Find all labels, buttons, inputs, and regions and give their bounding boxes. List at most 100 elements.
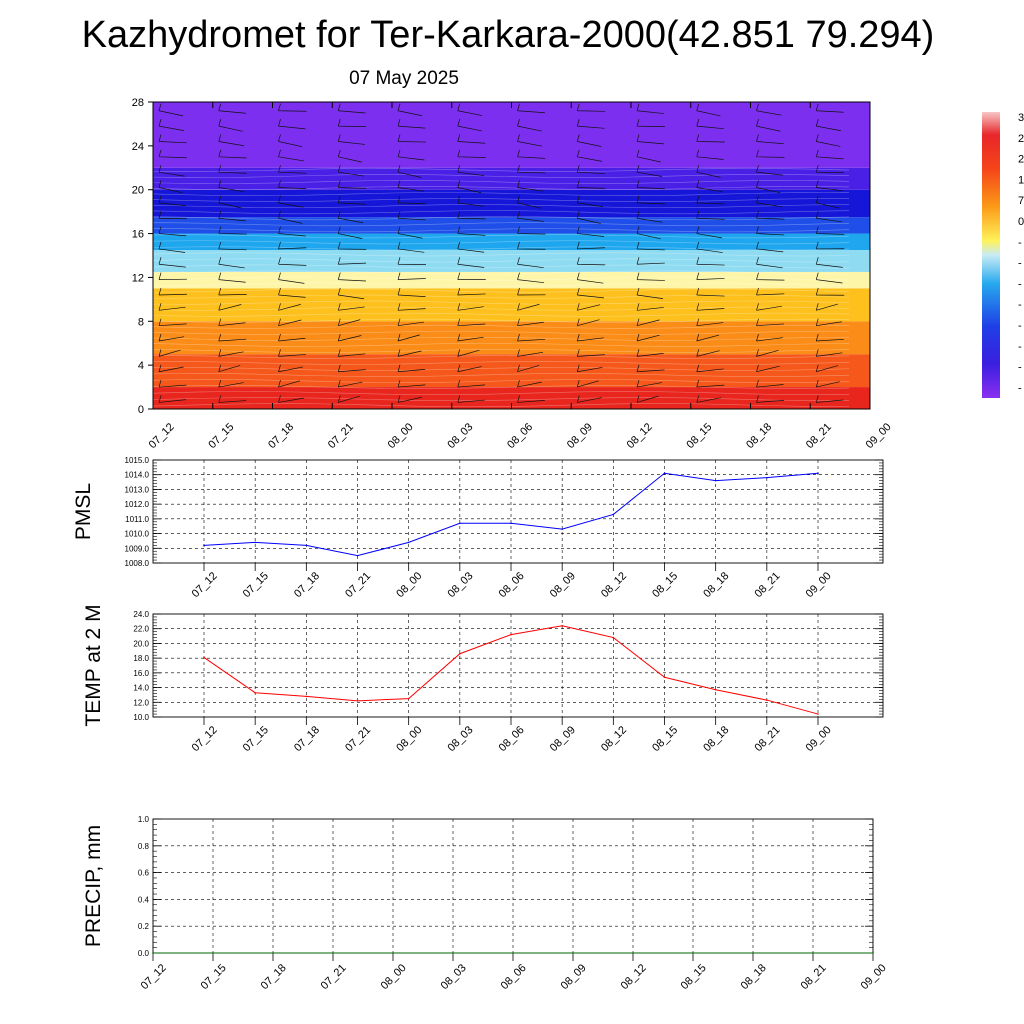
data-point xyxy=(663,676,666,679)
heatmap-band xyxy=(153,233,870,251)
colorbar-label: 7 xyxy=(1018,195,1024,207)
colorbar-label: 0 xyxy=(1018,216,1024,228)
wind-barb xyxy=(337,333,362,342)
data-point xyxy=(510,522,512,525)
y-tick-label: 16 xyxy=(132,229,144,241)
wind-barb xyxy=(278,364,304,373)
wind-barb xyxy=(756,211,785,220)
x-tick-label: 08_09 xyxy=(565,421,595,451)
wind-barb xyxy=(517,333,546,342)
wind-barb xyxy=(397,349,422,357)
wind-barb xyxy=(218,395,247,403)
x-tick-label: 08_00 xyxy=(386,421,416,451)
data-point xyxy=(510,633,512,636)
wind-barb xyxy=(576,241,606,250)
wind-barb xyxy=(278,395,304,403)
wind-barb xyxy=(397,241,425,253)
wind-barb xyxy=(815,349,843,357)
x-tick-label: 07_15 xyxy=(241,724,271,754)
wind-barb xyxy=(517,241,546,250)
wind-barb xyxy=(576,395,602,403)
contour-line xyxy=(153,397,850,402)
y-tick-label: 1.0 xyxy=(138,815,150,824)
wind-barb xyxy=(756,134,784,145)
wind-barb xyxy=(696,272,725,280)
wind-barb xyxy=(696,195,725,205)
wind-barb xyxy=(876,273,902,283)
y-tick-label: 1010.0 xyxy=(125,530,150,539)
wind-barb xyxy=(756,226,785,236)
wind-barb xyxy=(517,211,545,222)
data-point xyxy=(203,544,205,547)
wind-barb xyxy=(517,257,544,269)
wind-barb xyxy=(457,165,485,176)
wind-barb xyxy=(457,134,486,144)
wind-barb xyxy=(876,319,898,326)
wind-barb xyxy=(517,287,546,296)
colorbar-label: - xyxy=(1018,237,1022,249)
x-tick-label: 08_15 xyxy=(650,570,680,600)
heatmap-band xyxy=(153,288,870,322)
wind-barb xyxy=(337,318,361,327)
x-tick-label: 07_21 xyxy=(343,570,373,600)
contour-line xyxy=(153,204,850,209)
contour-line xyxy=(153,403,850,408)
wind-barb xyxy=(756,395,784,403)
contour-line xyxy=(153,228,850,233)
contour-line xyxy=(153,300,850,305)
x-tick-label: 08_18 xyxy=(744,421,774,451)
wind-barb xyxy=(876,165,904,174)
wind-barb xyxy=(815,287,845,296)
colorbar-label: 1 xyxy=(1018,174,1024,186)
data-point xyxy=(152,952,154,954)
wind-barb xyxy=(397,318,425,327)
data-point xyxy=(766,699,768,701)
x-tick-label: 07_12 xyxy=(190,570,220,600)
wind-barb xyxy=(876,227,902,237)
contour-line xyxy=(153,186,850,190)
wind-barb xyxy=(696,257,725,266)
wind-barb xyxy=(876,349,904,356)
wind-barb xyxy=(218,318,246,327)
wind-barb xyxy=(337,303,365,311)
wind-barb xyxy=(397,303,426,311)
contour-line xyxy=(153,210,850,215)
wind-barb xyxy=(756,364,780,373)
wind-barb xyxy=(337,165,365,177)
wind-barb xyxy=(218,303,242,311)
wind-barb xyxy=(158,180,183,194)
wind-barb xyxy=(337,180,367,189)
wind-barb xyxy=(756,119,781,132)
contour-line xyxy=(153,258,850,263)
wind-barb xyxy=(756,149,785,158)
wind-barb xyxy=(517,134,543,147)
wind-barb xyxy=(636,180,665,190)
wind-barb xyxy=(815,318,842,327)
wind-barb xyxy=(576,303,601,311)
wind-barb xyxy=(278,134,303,148)
wind-barb xyxy=(158,241,186,253)
wind-barb xyxy=(397,287,426,297)
contour-line xyxy=(153,192,850,196)
y-tick-label: 1009.0 xyxy=(125,544,150,553)
wind-barb xyxy=(337,395,360,403)
wind-barb xyxy=(457,364,482,373)
wind-barb xyxy=(815,119,842,132)
wind-barb xyxy=(218,241,247,251)
y-tick-label: 28 xyxy=(132,97,144,109)
x-tick-label: 08_21 xyxy=(804,421,834,451)
y-tick-label: 24 xyxy=(132,141,144,153)
wind-barb xyxy=(397,149,425,161)
colorbar-label: - xyxy=(1018,320,1022,332)
colorbar-label: - xyxy=(1018,341,1022,353)
y-axis-label: PMSL xyxy=(72,483,95,540)
x-tick-label: 07_18 xyxy=(292,570,322,600)
wind-barb xyxy=(696,134,725,143)
wind-barb xyxy=(397,134,426,143)
data-point xyxy=(561,528,563,530)
x-tick-label: 08_00 xyxy=(394,724,424,754)
wind-barb xyxy=(158,134,187,144)
wind-barb xyxy=(517,195,542,209)
x-tick-label: 08_18 xyxy=(701,724,731,754)
y-tick-label: 10.0 xyxy=(133,713,149,722)
